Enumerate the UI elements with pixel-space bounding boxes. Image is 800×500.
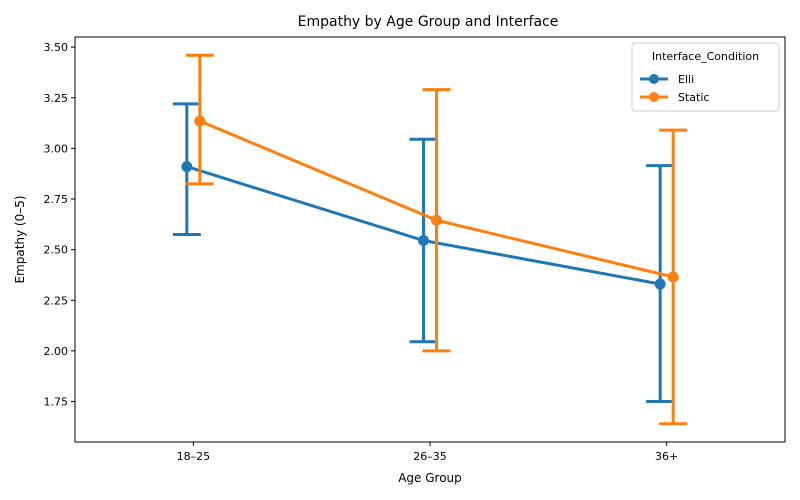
data-point [181, 161, 193, 173]
x-axis: 18–25 26–35 36+ [177, 442, 678, 463]
plot-marks [172, 53, 688, 426]
y-tick-label: 2.25 [44, 294, 69, 307]
x-tick-label: 26–35 [413, 450, 447, 463]
legend-box [631, 42, 780, 112]
y-tick-label: 3.25 [44, 92, 69, 105]
x-tick-label: 36+ [655, 450, 678, 463]
legend-label: Elli [678, 73, 694, 86]
data-point [431, 214, 442, 226]
data-point [194, 115, 206, 127]
legend-label: Static [678, 91, 709, 104]
data-point [667, 271, 679, 283]
data-point [654, 278, 666, 290]
x-tick-label: 18–25 [177, 450, 211, 463]
x-axis-title: Age Group [398, 471, 462, 485]
legend: Interface_Condition Elli Static [631, 42, 780, 112]
y-tick-label: 2.00 [44, 345, 69, 358]
y-axis-title: Empathy (0–5) [13, 195, 27, 283]
y-axis: 1.75 2.00 2.25 2.50 2.75 3.00 3.25 3.50 [44, 41, 75, 409]
y-tick-label: 2.75 [44, 193, 69, 206]
chart-title: Empathy by Age Group and Interface [298, 14, 559, 30]
legend-entry: Static [640, 91, 709, 104]
legend-swatch-marker [649, 74, 659, 84]
y-tick-label: 3.00 [44, 142, 69, 155]
legend-title: Interface_Condition [652, 50, 759, 63]
y-tick-label: 3.50 [44, 41, 69, 54]
series-elli [172, 102, 675, 403]
y-tick-label: 2.50 [44, 244, 69, 257]
series-static [185, 53, 688, 426]
data-point [418, 235, 429, 247]
legend-entry: Elli [640, 73, 694, 86]
legend-swatch-marker [649, 92, 659, 102]
y-tick-label: 1.75 [44, 396, 69, 409]
